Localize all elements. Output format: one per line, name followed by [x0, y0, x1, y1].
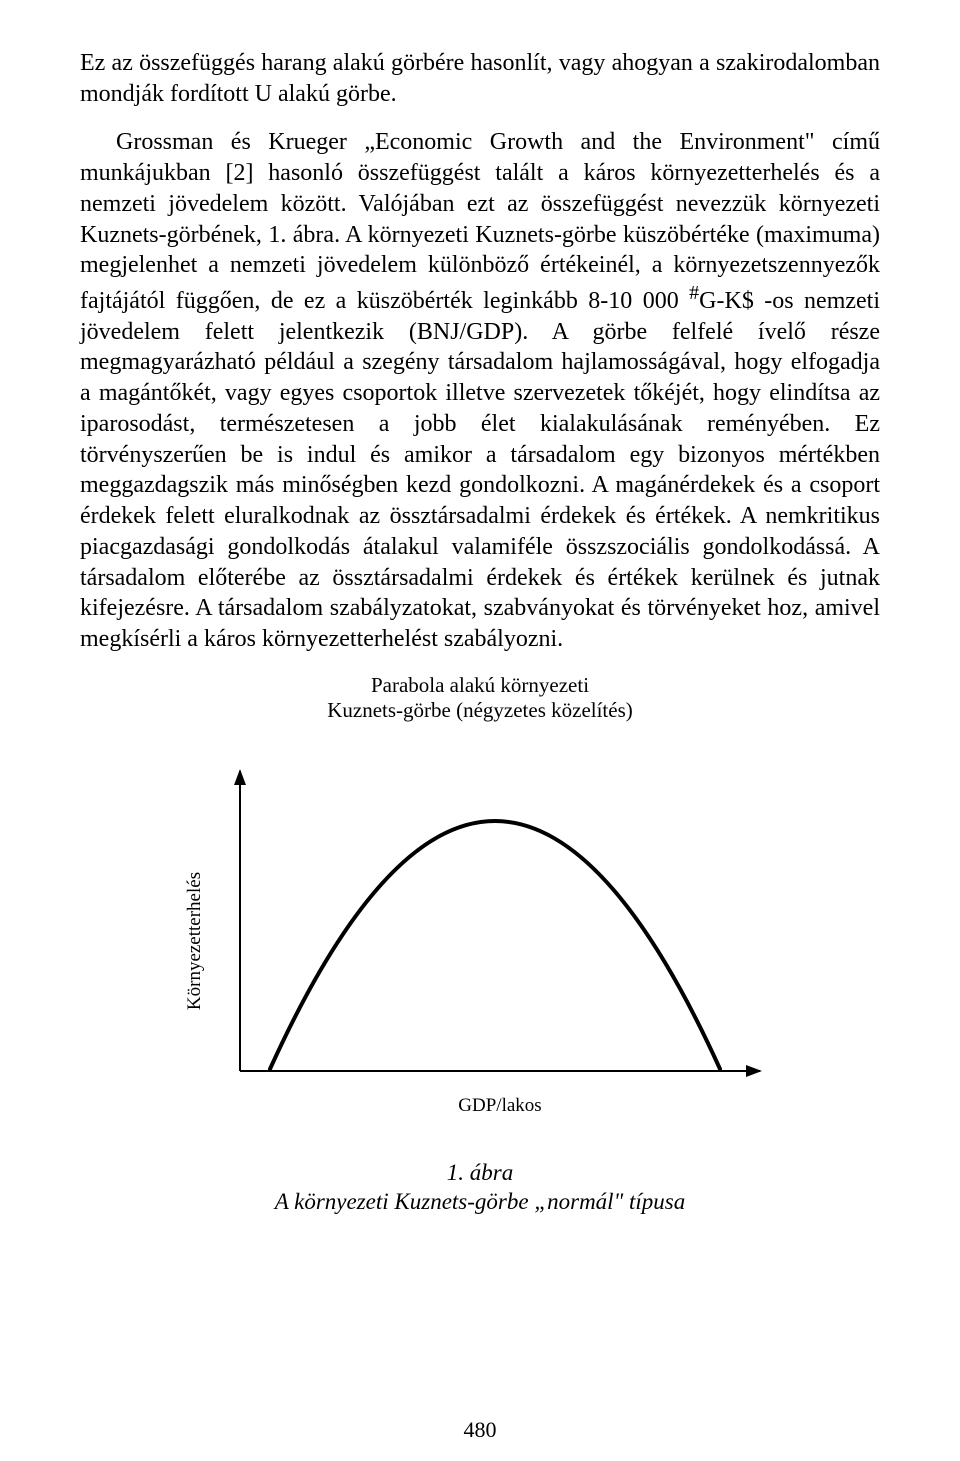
page-number: 480 — [0, 1417, 960, 1443]
paragraph-2-part-b: G-K$ -os nemzeti jövedelem felett jelent… — [80, 288, 880, 652]
chart-title-line-1: Parabola alakú környezeti — [371, 673, 589, 697]
paragraph-2-part-a: Grossman és Krueger „Economic Growth and… — [80, 129, 880, 314]
y-axis-label: Környezetterhelés — [184, 872, 205, 1010]
paragraph-2: Grossman és Krueger „Economic Growth and… — [80, 127, 880, 654]
figure-caption: 1. ábra A környezeti Kuznets-görbe „norm… — [160, 1159, 800, 1217]
paragraph-1: Ez az összefüggés harang alakú görbére h… — [80, 48, 880, 109]
chart-title: Parabola alakú környezeti Kuznets-görbe … — [160, 673, 800, 723]
page-container: Ez az összefüggés harang alakú görbére h… — [0, 0, 960, 1461]
caption-line-1: 1. ábra — [447, 1160, 513, 1185]
kuznets-chart: Környezetterhelés GDP/lakos — [160, 731, 800, 1151]
chart-title-line-2: Kuznets-görbe (négyzetes közelítés) — [327, 698, 633, 722]
paragraph-2-superscript: # — [689, 282, 699, 304]
caption-line-2: A környezeti Kuznets-görbe „normál" típu… — [275, 1189, 685, 1214]
x-axis-label: GDP/lakos — [458, 1095, 541, 1116]
figure: Parabola alakú környezeti Kuznets-görbe … — [160, 673, 800, 1217]
